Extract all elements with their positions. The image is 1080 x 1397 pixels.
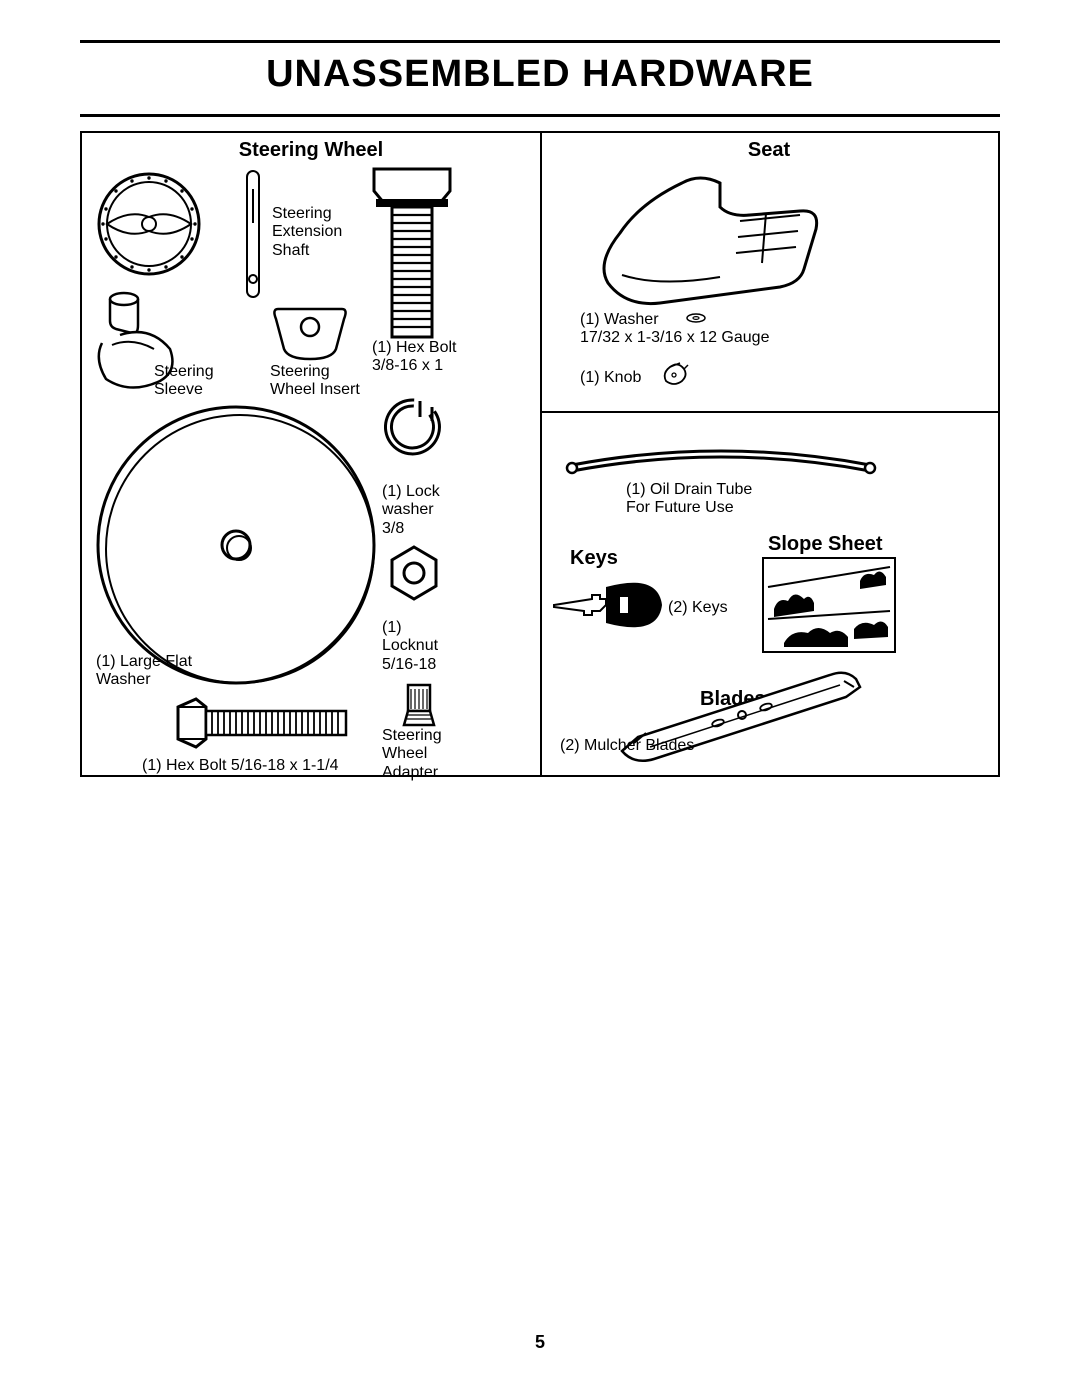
hex-bolt-516-label: (1) Hex Bolt 5/16-18 x 1-1/4: [142, 757, 339, 775]
column-divider: [540, 133, 542, 775]
seat-knob-label: (1) Knob: [580, 369, 641, 387]
seat-washer-icon: [685, 312, 707, 324]
lock-washer-icon: [384, 397, 444, 457]
keys-qty-label: (2) Keys: [668, 599, 728, 617]
slope-title: Slope Sheet: [768, 533, 882, 556]
wheel-insert-icon: [270, 301, 350, 365]
steering-wheel-icon: [94, 169, 204, 279]
steering-wheel-adapter-icon: [402, 681, 436, 729]
steering-wheel-title: Steering Wheel: [82, 139, 540, 162]
keys-title: Keys: [570, 547, 618, 570]
steering-wheel-adapter-label: Steering Wheel Adapter: [382, 727, 442, 782]
blades-qty-label: (2) Mulcher Blades: [560, 737, 694, 755]
right-horizontal-divider: [540, 411, 998, 413]
large-flat-washer-label: (1) Large Flat Washer: [96, 653, 192, 690]
oil-tube-icon: [556, 447, 886, 483]
slope-sheet-icon: [762, 557, 896, 653]
seat-title: Seat: [540, 139, 998, 162]
oil-tube-label: (1) Oil Drain Tube For Future Use: [626, 481, 752, 518]
locknut-icon: [386, 543, 442, 603]
large-flat-washer-icon: [92, 401, 380, 689]
rule-top: [80, 40, 1000, 43]
seat-washer-label: (1) Washer 17/32 x 1-3/16 x 12 Gauge: [580, 311, 769, 348]
extension-shaft-icon: [242, 169, 264, 299]
hex-bolt-516-icon: [172, 693, 352, 753]
page-title: UNASSEMBLED HARDWARE: [80, 49, 1000, 104]
hardware-frame: Steering Wheel: [80, 131, 1000, 777]
seat-icon: [590, 163, 830, 313]
page-number: 5: [80, 1332, 1000, 1353]
lock-washer-label: (1) Lock washer 3/8: [382, 483, 440, 538]
hex-bolt-38-label: (1) Hex Bolt 3/8-16 x 1: [372, 339, 456, 376]
locknut-label: (1) Locknut 5/16-18: [382, 619, 438, 674]
knob-icon: [660, 359, 690, 389]
hex-bolt-38-icon: [368, 163, 456, 343]
extension-shaft-label: Steering Extension Shaft: [272, 205, 342, 260]
wheel-insert-label: Steering Wheel Insert: [270, 363, 360, 400]
key-icon: [548, 577, 668, 633]
rule-bottom: [80, 114, 1000, 117]
steering-sleeve-label: Steering Sleeve: [154, 363, 214, 400]
